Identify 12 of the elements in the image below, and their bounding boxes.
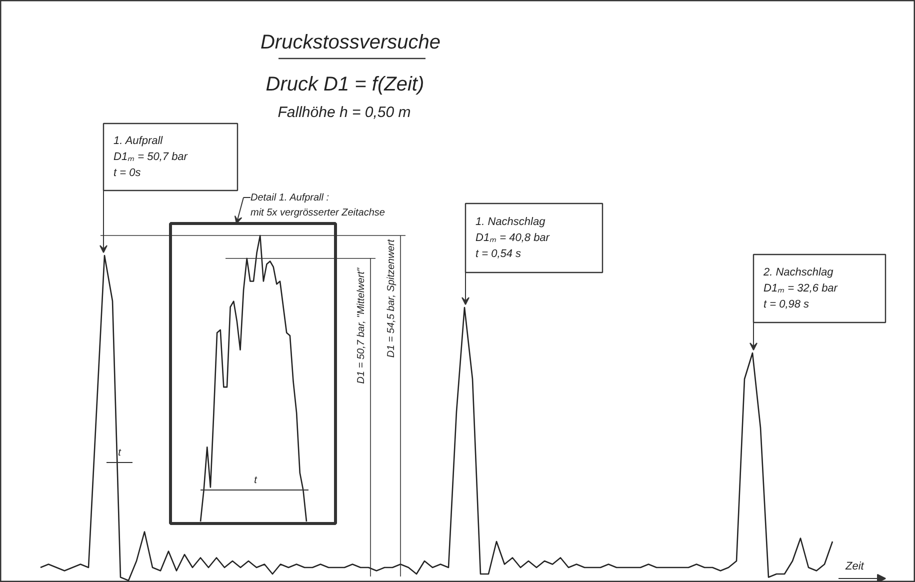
text: Fallhöhe h = 0,50 m [278,104,411,121]
annotation: 2. Nachschlag D1ₘ = 32,6 bar t = 0,98 s [762,266,839,311]
x-axis-title: Zeit [844,560,865,572]
annotation: t [118,448,122,458]
text: 1. Aufprall D1ₘ = 50,7 bar t = 0s [114,134,189,180]
ref-line-label: D1 = 50,7 bar, "Mittelwert" [356,267,367,384]
annotation: 1. Nachschlag D1ₘ = 40,8 bar t = 0,54 s [476,216,551,260]
chart-title: Detail 1. Aufprall : mit 5x vergrösserter Zeitachse [250,192,386,218]
annotation: t [254,475,258,486]
chart-subtitle: Druck D1 = f(Zeit) [266,74,424,96]
ref-line-label: D1 = 54,5 bar, Spitzenwert [386,238,397,358]
chart-title: Druckstossversuche [260,32,441,54]
